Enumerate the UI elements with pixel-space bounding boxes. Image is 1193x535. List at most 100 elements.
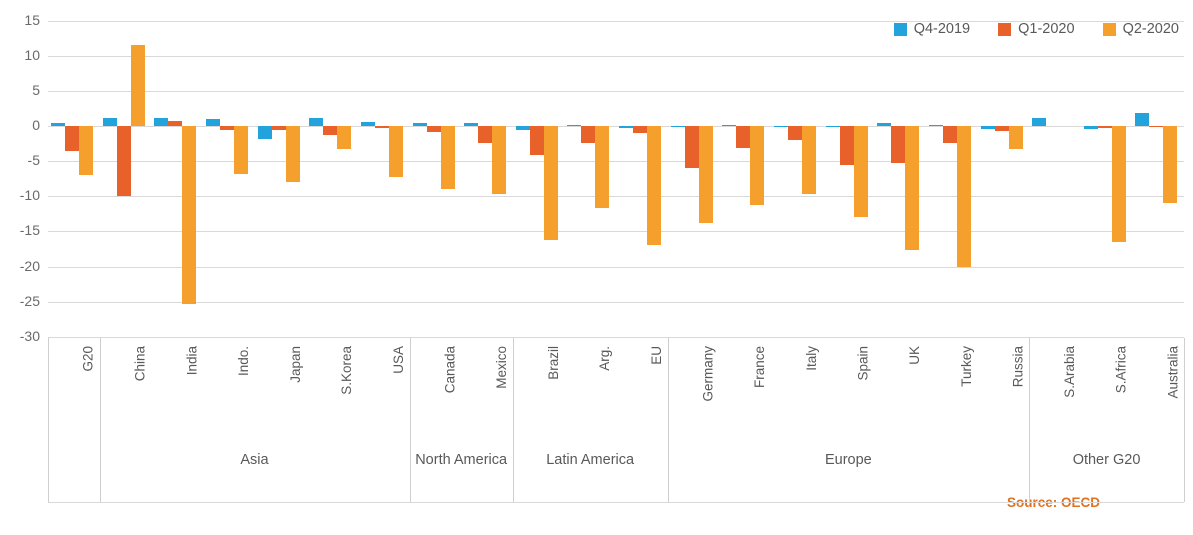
y-tick-label: -15 xyxy=(19,222,40,239)
gridline--20 xyxy=(48,266,1184,268)
y-tick-label: 5 xyxy=(32,81,40,98)
bar-q2-2020-germany xyxy=(698,126,713,223)
group-label-latin-america: Latin America xyxy=(546,452,635,468)
x-label-uk: UK xyxy=(907,346,922,365)
group-separator xyxy=(512,338,514,502)
bar-q4-2019-spain xyxy=(825,126,840,128)
legend-label: Q1-2020 xyxy=(1018,21,1075,37)
bar-q2-2020-italy xyxy=(801,126,816,195)
chart-legend: Q4-2019 Q1-2020 Q2-2020 xyxy=(893,21,1179,37)
bar-q2-2020-skorea xyxy=(337,126,352,149)
bar-q2-2020-canada xyxy=(440,126,455,190)
bar-q2-2020-brazil xyxy=(543,126,558,240)
group-label-asia: Asia xyxy=(240,452,269,468)
bar-q2-2020-mexico xyxy=(492,126,507,195)
bar-q4-2019-russia xyxy=(980,126,995,129)
bar-q4-2019-indo xyxy=(205,119,220,126)
x-label-spain: Spain xyxy=(855,346,871,381)
bar-q2-2020-india xyxy=(182,126,197,304)
bar-q1-2020-italy xyxy=(787,126,802,141)
bar-q2-2020-uk xyxy=(905,126,920,251)
gridline--15 xyxy=(48,231,1184,233)
x-label-russia: Russia xyxy=(1010,346,1026,388)
y-tick-label: 10 xyxy=(24,46,40,63)
group-separator xyxy=(409,338,411,502)
bar-q1-2020-india xyxy=(168,121,183,126)
gridline--10 xyxy=(48,196,1184,198)
x-label-germany: Germany xyxy=(700,346,716,402)
x-label-italy: Italy xyxy=(803,346,819,371)
bar-q1-2020-skorea xyxy=(323,126,338,136)
bar-q4-2019-usa xyxy=(360,121,375,126)
bar-q2-2020-eu xyxy=(647,126,661,245)
x-label-sarabia: S.Arabia xyxy=(1061,346,1077,398)
bar-q1-2020-japan xyxy=(271,126,286,131)
bar-q4-2019-safrica xyxy=(1083,126,1098,129)
x-label-china: China xyxy=(132,346,148,382)
axis-line-bottom xyxy=(48,502,1184,503)
x-label-india: India xyxy=(184,346,200,376)
gridline-15 xyxy=(48,20,1184,22)
bar-q1-2020-usa xyxy=(374,126,389,129)
bar-q1-2020-g20 xyxy=(65,126,79,151)
bar-q2-2020-arg xyxy=(595,126,610,209)
bar-q2-2020-russia xyxy=(1008,126,1023,149)
x-label-brazil: Brazil xyxy=(545,346,561,380)
bar-q1-2020-safrica xyxy=(1097,126,1112,129)
bar-q2-2020-australia xyxy=(1163,126,1178,204)
legend-swatch-icon xyxy=(998,22,1012,36)
bar-q4-2019-japan xyxy=(257,126,272,139)
bar-q4-2019-skorea xyxy=(309,118,324,126)
bar-q4-2019-australia xyxy=(1135,112,1150,126)
x-label-turkey: Turkey xyxy=(958,346,974,387)
bar-q1-2020-mexico xyxy=(478,126,493,143)
bar-q4-2019-china xyxy=(102,118,117,126)
legend-label: Q2-2020 xyxy=(1122,21,1179,37)
x-label-australia: Australia xyxy=(1165,346,1181,399)
bar-q1-2020-spain xyxy=(839,126,854,165)
group-label-europe: Europe xyxy=(824,452,872,468)
bar-q4-2019-italy xyxy=(773,126,788,127)
bar-q4-2019-sarabia xyxy=(1032,118,1047,126)
bar-q1-2020-china xyxy=(116,126,131,197)
y-tick-label: 0 xyxy=(32,117,40,133)
bar-q2-2020-usa xyxy=(388,126,403,177)
group-label-north-america: North America xyxy=(415,452,508,468)
bar-q2-2020-g20 xyxy=(79,126,93,175)
bar-q4-2019-arg xyxy=(567,124,582,126)
bar-q4-2019-brazil xyxy=(515,126,530,131)
group-label-other-g20: Other G20 xyxy=(1072,452,1141,468)
bar-q1-2020-turkey xyxy=(942,126,957,143)
y-tick-label: -5 xyxy=(27,152,40,169)
bar-q1-2020-arg xyxy=(581,126,596,143)
bar-q4-2019-canada xyxy=(412,122,427,126)
legend-swatch-icon xyxy=(1102,22,1116,36)
group-separator xyxy=(48,338,49,502)
bar-q4-2019-germany xyxy=(670,126,685,127)
x-label-safrica: S.Africa xyxy=(1113,346,1129,394)
x-label-canada: Canada xyxy=(442,346,458,394)
bar-q1-2020-russia xyxy=(994,126,1009,131)
bar-q2-2020-france xyxy=(750,126,765,205)
bar-q4-2019-turkey xyxy=(928,124,943,126)
group-separator xyxy=(1029,338,1031,502)
legend-item-q2-2020: Q2-2020 xyxy=(1102,21,1179,37)
bar-q2-2020-safrica xyxy=(1111,126,1126,242)
gridline--5 xyxy=(48,161,1184,163)
group-separator xyxy=(1184,338,1185,502)
axis-line-top xyxy=(48,337,1184,338)
y-tick-label: -20 xyxy=(19,257,40,274)
bar-q2-2020-spain xyxy=(853,126,868,218)
gridline-10 xyxy=(48,55,1184,57)
legend-label: Q4-2019 xyxy=(913,21,971,37)
bar-q1-2020-australia xyxy=(1149,126,1164,127)
bar-q4-2019-uk xyxy=(877,123,892,126)
bar-q2-2020-indo xyxy=(233,126,248,174)
gridline--25 xyxy=(48,301,1184,303)
bar-q2-2020-japan xyxy=(285,126,300,182)
bar-q1-2020-germany xyxy=(684,126,699,169)
gridline-0 xyxy=(48,126,1184,127)
y-tick-label: -10 xyxy=(19,187,40,204)
group-separator xyxy=(667,338,669,502)
